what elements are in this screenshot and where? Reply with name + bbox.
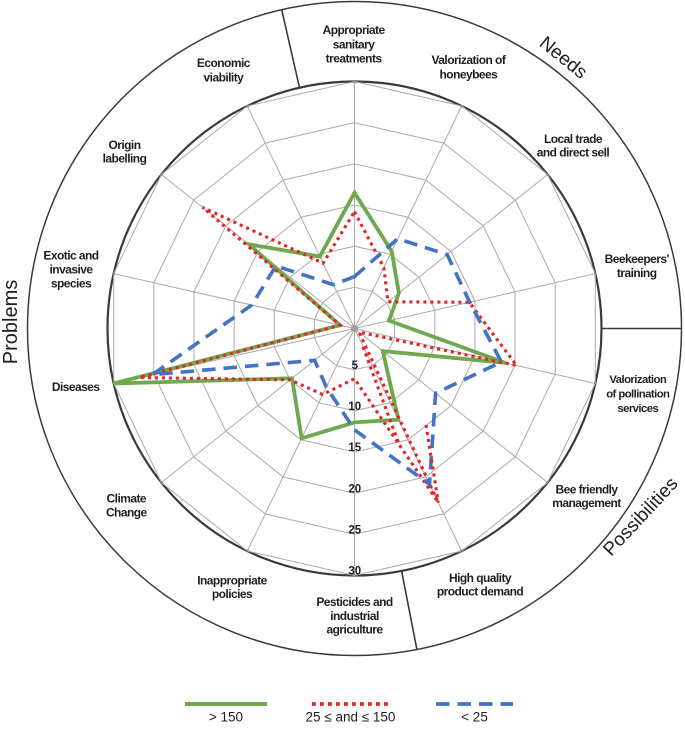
svg-text:and direct sell: and direct sell [537, 146, 610, 160]
svg-text:of pollination: of pollination [606, 388, 670, 400]
svg-text:20: 20 [348, 483, 361, 495]
svg-text:10: 10 [348, 401, 361, 413]
svg-text:sanitary: sanitary [333, 37, 376, 51]
svg-text:Beekeepers': Beekeepers' [605, 252, 670, 266]
svg-text:Valorization: Valorization [609, 374, 666, 386]
svg-text:product demand: product demand [437, 585, 524, 599]
svg-text:Economic: Economic [197, 56, 251, 70]
svg-text:Bee friendly: Bee friendly [555, 483, 618, 497]
svg-text:Appropriate: Appropriate [323, 23, 386, 37]
svg-text:management: management [552, 496, 621, 510]
svg-text:25 ≤ and ≤ 150: 25 ≤ and ≤ 150 [306, 710, 396, 725]
svg-text:> 150: > 150 [209, 710, 243, 725]
svg-text:Exotic and: Exotic and [43, 249, 98, 263]
svg-text:Valorization of: Valorization of [432, 53, 507, 67]
svg-text:< 25: < 25 [461, 710, 488, 725]
svg-text:15: 15 [348, 442, 361, 454]
svg-text:services: services [617, 403, 658, 415]
svg-text:honeybees: honeybees [440, 67, 499, 81]
svg-text:25: 25 [348, 525, 361, 537]
svg-text:5: 5 [352, 360, 359, 372]
svg-text:invasive: invasive [50, 263, 94, 277]
svg-text:Inappropriate: Inappropriate [197, 574, 267, 588]
svg-text:species: species [51, 277, 92, 291]
svg-text:Problems: Problems [0, 280, 22, 364]
svg-text:Climate: Climate [107, 492, 147, 506]
svg-text:labelling: labelling [103, 152, 147, 166]
svg-text:Diseases: Diseases [52, 380, 101, 394]
svg-text:agriculture: agriculture [327, 623, 384, 637]
svg-text:industrial: industrial [330, 609, 379, 623]
svg-text:Origin: Origin [108, 138, 140, 152]
svg-text:treatments: treatments [326, 52, 383, 66]
svg-text:30: 30 [348, 566, 361, 578]
svg-text:Pesticides and: Pesticides and [316, 595, 393, 609]
svg-text:viability: viability [204, 70, 245, 84]
svg-text:High quality: High quality [449, 571, 512, 585]
svg-text:training: training [617, 266, 657, 280]
svg-text:policies: policies [212, 587, 253, 601]
svg-text:Local trade: Local trade [544, 132, 603, 146]
svg-text:Change: Change [106, 506, 148, 520]
